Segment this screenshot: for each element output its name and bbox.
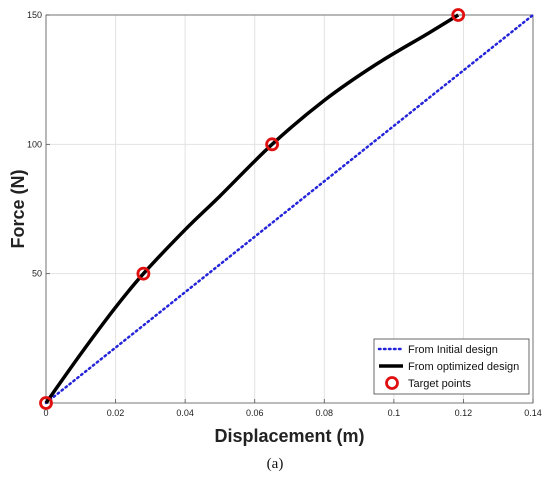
y-tick-label: 50 xyxy=(32,269,42,279)
legend: From Initial design From optimized design… xyxy=(373,338,530,395)
target-point-marker xyxy=(265,137,280,152)
y-tick-label: 100 xyxy=(27,139,42,149)
force-displacement-chart: 0 0.02 0.04 0.06 0.08 0.1 0.12 0.14 50 100 150 Di… xyxy=(8,8,542,446)
legend-marker-icon xyxy=(385,376,399,390)
legend-entry-label: From optimized design xyxy=(408,361,519,373)
plot-frame xyxy=(45,14,534,404)
legend-entry-label: Target points xyxy=(408,378,471,390)
x-tick-label: 0.02 xyxy=(107,408,125,418)
initial-design-line xyxy=(44,13,535,405)
target-point-marker xyxy=(451,8,466,22)
y-axis-ticks: 50 100 150 xyxy=(27,10,50,279)
y-axis-title: Force (N) xyxy=(8,169,28,248)
x-axis-ticks: 0 0.02 0.04 0.06 0.08 0.1 0.12 0.14 xyxy=(43,399,542,418)
target-point-marker xyxy=(39,396,53,410)
x-tick-label: 0.06 xyxy=(246,408,264,418)
x-tick-label: 0.08 xyxy=(316,408,334,418)
x-tick-label: 0 xyxy=(43,408,48,418)
series-layer xyxy=(39,8,535,410)
legend-entry-label: From Initial design xyxy=(408,344,498,356)
figure-caption: (a) xyxy=(266,456,284,472)
x-tick-label: 0.12 xyxy=(455,408,473,418)
x-tick-label: 0.14 xyxy=(524,408,542,418)
x-tick-label: 0.1 xyxy=(388,408,401,418)
x-tick-label: 0.04 xyxy=(176,408,194,418)
optimized-design-line xyxy=(44,13,460,405)
x-axis-title: Displacement (m) xyxy=(214,426,364,446)
y-tick-label: 150 xyxy=(27,10,42,20)
target-point-marker xyxy=(136,266,151,281)
